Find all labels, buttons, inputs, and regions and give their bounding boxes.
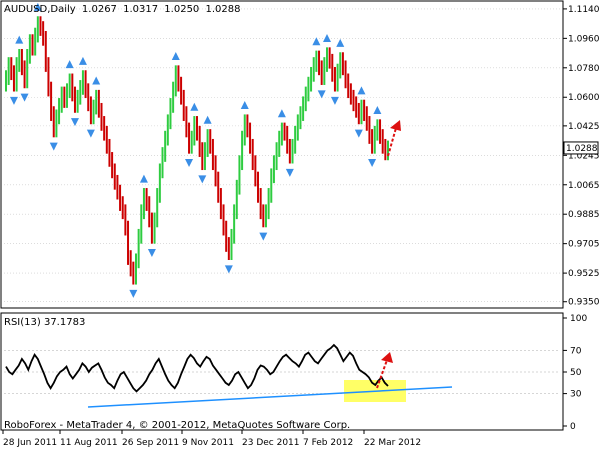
- fractal-up-icon: [65, 60, 74, 69]
- rsi-title: RSI(13) 37.1783: [4, 317, 85, 328]
- x-tick-label: 26 Sep 2011: [122, 438, 179, 448]
- fractal-up-icon: [322, 33, 331, 42]
- high-value: 1.0317: [123, 4, 158, 15]
- price-tick-label: 1.0780: [568, 64, 600, 74]
- fractal-down-icon: [368, 159, 377, 168]
- price-tick-label: 1.0425: [568, 122, 600, 132]
- fractal-down-icon: [70, 118, 79, 127]
- fractal-down-icon: [185, 159, 194, 168]
- fractal-up-icon: [203, 115, 212, 124]
- rsi-grid: [4, 349, 560, 395]
- rsi-tick-label: 0: [570, 422, 576, 432]
- fractal-down-icon: [354, 129, 363, 138]
- rsi-line: [5, 343, 389, 393]
- fractal-down-icon: [86, 129, 95, 138]
- fractal-down-icon: [9, 96, 18, 105]
- rsi-forecast-arrow: [376, 352, 393, 389]
- x-tick-label: 23 Dec 2011: [242, 438, 300, 448]
- x-tick-label: 7 Feb 2012: [303, 438, 353, 448]
- fractal-up-icon: [277, 109, 286, 118]
- symbol: AUDUSD: [4, 4, 48, 15]
- price-forecast-arrow-head: [390, 120, 401, 131]
- current-price-box: [563, 141, 599, 155]
- price-header: AUDUSD,Daily 1.0267 1.0317 1.0250 1.0288: [4, 4, 240, 15]
- fractal-up-icon: [240, 101, 249, 110]
- price-axis: 1.1140 1.0960 1.0780 1.0600 1.0425 1.0245 1.00…: [563, 5, 600, 308]
- fractal-up-icon: [171, 51, 180, 60]
- rsi-tick-label: 100: [570, 314, 587, 324]
- price-tick-label: 0.9525: [568, 269, 600, 279]
- fractals: [9, 2, 382, 298]
- fractal-down-icon: [317, 90, 326, 99]
- rsi-tick-label: 50: [570, 368, 582, 378]
- fractal-up-icon: [357, 86, 366, 95]
- fractal-up-icon: [92, 76, 101, 85]
- fractal-up-icon: [78, 56, 87, 65]
- fractal-down-icon: [198, 175, 207, 184]
- fractal-up-icon: [336, 38, 345, 47]
- rsi-tick-label: 70: [570, 346, 582, 356]
- fractal-down-icon: [129, 289, 138, 298]
- current-price-marker: 1.0288: [563, 141, 599, 155]
- current-price-label: 1.0288: [566, 144, 598, 154]
- price-tick-label: 1.0245: [568, 151, 600, 161]
- x-tick-label: 28 Jun 2011: [3, 438, 57, 448]
- price-panel-frame: [0, 0, 564, 309]
- fractal-down-icon: [285, 168, 294, 177]
- rsi-tick-label: 30: [570, 390, 582, 400]
- price-forecast-arrow: [387, 120, 401, 157]
- fractal-down-icon: [224, 265, 233, 274]
- open-value: 1.0267: [82, 4, 117, 15]
- fractal-down-icon: [147, 249, 156, 258]
- x-tick-label: 9 Nov 2011: [182, 438, 234, 448]
- price-tick-label: 1.1140: [568, 5, 600, 15]
- rsi-panel-frame: [0, 312, 564, 431]
- fractal-down-icon: [49, 142, 58, 151]
- rsi-forecast-arrow-head: [381, 352, 393, 363]
- fractal-up-icon: [312, 37, 321, 46]
- price-tick-label: 0.9885: [568, 210, 600, 220]
- price-tick-label: 0.9350: [568, 298, 600, 308]
- price-tick-label: 0.9705: [568, 240, 600, 250]
- fractal-up-icon: [373, 105, 382, 114]
- price-tick-label: 1.0600: [568, 93, 600, 103]
- low-value: 1.0250: [164, 4, 199, 15]
- rsi-trendline: [87, 386, 453, 408]
- price-tick-label: 1.0960: [568, 34, 600, 44]
- fractal-up-icon: [33, 2, 42, 11]
- fractal-up-icon: [15, 35, 24, 44]
- fractal-up-icon: [139, 174, 148, 183]
- rsi-axis: 100 70 50 30 0: [563, 314, 587, 432]
- copyright-text: RoboForex - MetaTrader 4, © 2001-2012, M…: [4, 420, 350, 431]
- candles: [5, 16, 389, 285]
- fractal-down-icon: [330, 96, 339, 105]
- x-tick-label: 11 Aug 2011: [60, 438, 118, 448]
- price-tick-label: 1.0065: [568, 181, 600, 191]
- close-value: 1.0288: [205, 4, 240, 15]
- fractal-down-icon: [20, 93, 29, 102]
- x-tick-label: 22 Mar 2012: [364, 438, 421, 448]
- x-axis: 28 Jun 2011 11 Aug 2011 26 Sep 2011 9 Nov 2…: [2, 430, 421, 448]
- fractal-down-icon: [259, 232, 268, 241]
- timeframe: Daily: [50, 4, 75, 15]
- fractal-up-icon: [190, 102, 199, 111]
